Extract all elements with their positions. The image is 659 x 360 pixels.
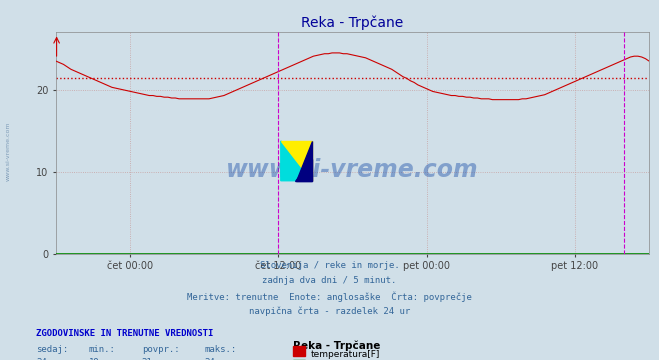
Text: min.:: min.:	[89, 345, 116, 354]
Text: 19: 19	[89, 358, 100, 360]
Text: navpična črta - razdelek 24 ur: navpična črta - razdelek 24 ur	[249, 306, 410, 316]
Text: Slovenija / reke in morje.: Slovenija / reke in morje.	[260, 261, 399, 270]
Text: 24: 24	[36, 358, 47, 360]
Text: 21: 21	[142, 358, 152, 360]
Text: www.si-vreme.com: www.si-vreme.com	[226, 158, 479, 182]
Polygon shape	[281, 141, 312, 181]
Polygon shape	[295, 159, 312, 181]
Text: temperatura[F]: temperatura[F]	[310, 350, 380, 359]
Text: povpr.:: povpr.:	[142, 345, 179, 354]
Text: maks.:: maks.:	[204, 345, 237, 354]
Polygon shape	[281, 141, 312, 181]
Text: Meritve: trenutne  Enote: anglosaške  Črta: povprečje: Meritve: trenutne Enote: anglosaške Črta…	[187, 291, 472, 302]
Text: Reka - Trpčane: Reka - Trpčane	[293, 340, 381, 351]
Text: zadnja dva dni / 5 minut.: zadnja dva dni / 5 minut.	[262, 276, 397, 285]
Text: 24: 24	[204, 358, 215, 360]
Title: Reka - Trpčane: Reka - Trpčane	[301, 15, 404, 30]
Text: www.si-vreme.com: www.si-vreme.com	[6, 121, 11, 181]
Text: ZGODOVINSKE IN TRENUTNE VREDNOSTI: ZGODOVINSKE IN TRENUTNE VREDNOSTI	[36, 329, 214, 338]
Text: sedaj:: sedaj:	[36, 345, 69, 354]
Polygon shape	[297, 141, 312, 181]
